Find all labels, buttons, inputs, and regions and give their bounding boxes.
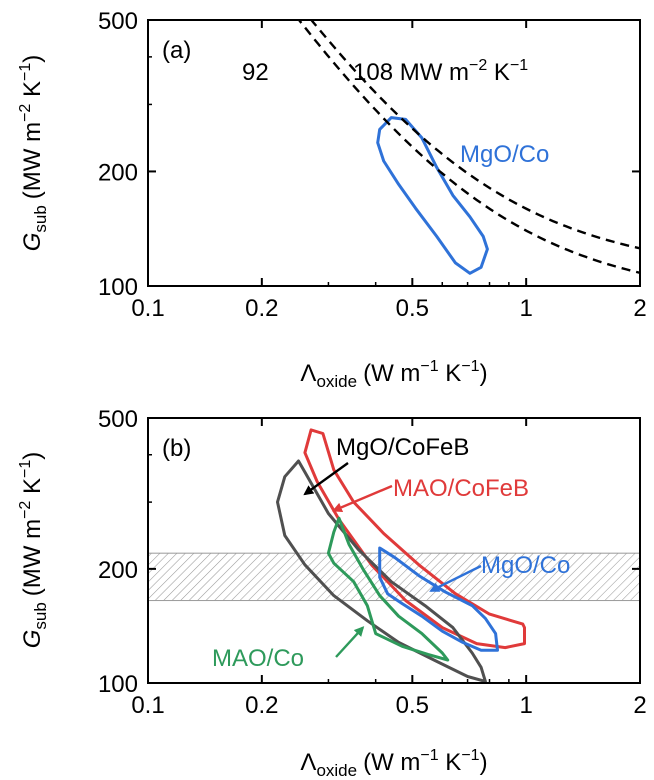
x-tick-label: 0.2 [245, 295, 278, 322]
panel-b-hatched-band [147, 552, 641, 602]
label-mao-cofeb: MAO/CoFeB [393, 475, 529, 502]
annotation-108-sup1: −2 [469, 57, 487, 74]
panel-a-xlabel-mid: K [439, 360, 462, 387]
series-mao-co [326, 516, 450, 662]
panel-a-ticks: 0.1 0.2 0.5 1 2 100 200 500 [98, 8, 647, 322]
panel-b-ylabel-exp1: −2 [17, 501, 34, 519]
panel-a-ylabel: Gsub (MW m−2 K−1) [17, 55, 50, 252]
panel-a-xlabel-sub: oxide [316, 372, 357, 391]
series-g-92-mw-m-2-k-1 [297, 20, 640, 274]
y-tick-label: 100 [98, 274, 138, 301]
x-tick-label: 1 [519, 692, 532, 719]
panel-b-label: (b) [162, 435, 191, 462]
panel-a-ylabel-units: (MW m [19, 122, 46, 199]
panel-b: 0.1 0.2 0.5 1 2 100 200 500 (b) MgO/CoFeB MAO/C… [17, 406, 647, 780]
panel-b-xlabel: Λoxide (W m−1 K−1) [300, 747, 487, 780]
panel-a-ylabel-exp2: −1 [17, 63, 34, 81]
y-tick-label: 500 [98, 8, 138, 35]
panel-a-xlabel-end: ) [480, 360, 488, 387]
label-arrow [303, 462, 349, 496]
x-tick-label: 0.5 [396, 692, 429, 719]
label-mgo-co-b: MgO/Co [481, 552, 570, 579]
panel-a-ylabel-symbol: G [19, 233, 46, 252]
panel-b-frame [147, 417, 641, 684]
series-mgo-co [376, 116, 489, 275]
panel-b-ylabel-units: (MW m [19, 519, 46, 596]
annotation-92: 92 [242, 59, 269, 86]
panel-b-xlabel-mid: K [439, 749, 462, 776]
label-arrow [429, 564, 482, 592]
label-mgo-co-a: MgO/Co [460, 141, 549, 168]
panel-b-xlabel-symbol: Λ [300, 749, 316, 776]
x-tick-label: 0.5 [396, 295, 429, 322]
annotation-108-mid: K [487, 59, 510, 86]
panel-a-xlabel-exp1: −1 [420, 358, 438, 375]
x-tick-label: 0.1 [131, 692, 164, 719]
panel-b-xlabel-exp2: −1 [461, 747, 479, 764]
x-tick-label: 0.1 [131, 295, 164, 322]
y-tick-label: 100 [98, 671, 138, 698]
panel-b-xlabel-end: ) [480, 749, 488, 776]
panel-a-label: (a) [162, 37, 191, 64]
panel-b-ticks: 0.1 0.2 0.5 1 2 100 200 500 [98, 406, 647, 719]
label-mgo-cofeb: MgO/CoFeB [336, 434, 469, 461]
panel-b-xlabel-exp1: −1 [420, 747, 438, 764]
y-tick-label: 500 [98, 406, 138, 433]
panel-b-xlabel-units: (W m [363, 749, 420, 776]
panel-b-ylabel-mid: K [19, 478, 46, 501]
panel-b-ylabel: Gsub (MW m−2 K−1) [17, 452, 50, 649]
panel-a-xlabel: Λoxide (W m−1 K−1) [300, 358, 487, 391]
panel-b-ylabel-symbol: G [19, 630, 46, 649]
panel-a-series [297, 20, 640, 275]
x-tick-label: 1 [519, 295, 532, 322]
x-tick-label: 2 [633, 295, 646, 322]
annotation-108-sup2: −1 [510, 57, 528, 74]
x-tick-label: 0.2 [245, 692, 278, 719]
panel-b-labels: MgO/CoFeB MAO/CoFeB MgO/Co MAO/Co [212, 434, 570, 672]
label-mao-co: MAO/Co [212, 645, 304, 672]
annotation-108-main: 108 MW m [353, 59, 469, 86]
panel-b-xlabel-sub: oxide [316, 761, 357, 780]
series-g-108-mw-m-2-k-1 [309, 20, 640, 250]
panel-a-ylabel-sub: sub [31, 205, 50, 232]
panel-a-xlabel-symbol: Λ [300, 360, 316, 387]
panel-b-ylabel-sub: sub [31, 602, 50, 629]
panel-a-ylabel-mid: K [19, 81, 46, 104]
x-tick-label: 2 [633, 692, 646, 719]
series-mao-cofeb [303, 428, 526, 650]
annotation-108: 108 MW m−2 K−1 [353, 57, 528, 86]
label-arrow [331, 484, 393, 513]
label-arrow [335, 626, 365, 658]
panel-b-ylabel-exp2: −1 [17, 460, 34, 478]
panel-a-ylabel-exp1: −2 [17, 104, 34, 122]
panel-b-ylabel-end: ) [19, 452, 46, 460]
hatched-band [147, 552, 641, 602]
panel-a-frame [147, 19, 641, 287]
y-tick-label: 200 [98, 159, 138, 186]
series-mgo-cofeb [276, 459, 487, 683]
panel-a-xlabel-exp2: −1 [461, 358, 479, 375]
panel-a-ylabel-end: ) [19, 55, 46, 63]
panel-a-xlabel-units: (W m [363, 360, 420, 387]
y-tick-label: 200 [98, 557, 138, 584]
